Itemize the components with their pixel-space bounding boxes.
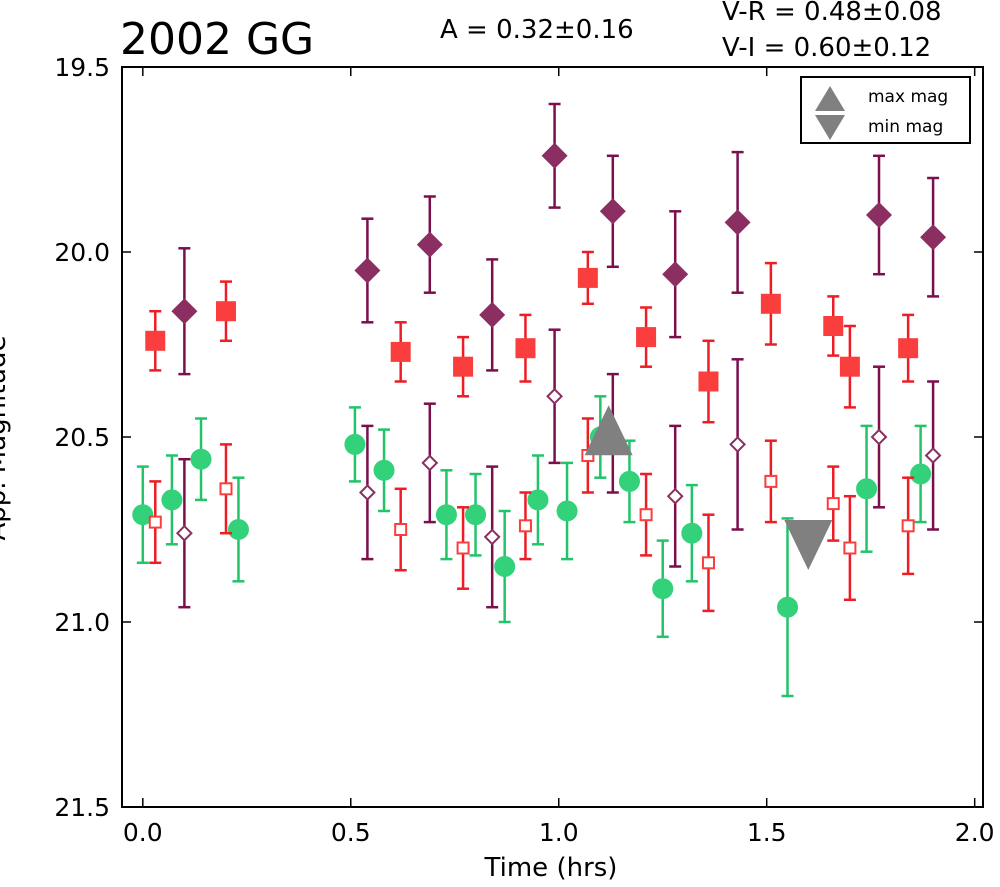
y-axis-label: App. Magnitude — [0, 335, 12, 541]
data-point-open-square — [826, 497, 840, 511]
triangle-up-icon — [815, 86, 845, 111]
min-mag-marker — [784, 520, 833, 570]
data-point-diamond — [354, 257, 381, 284]
data-point-square — [145, 330, 166, 351]
data-point-square — [577, 267, 598, 288]
data-point-diamond — [541, 142, 568, 169]
data-point-diamond — [662, 261, 689, 288]
data-point-square — [636, 327, 657, 348]
data-point-open-diamond — [175, 524, 193, 542]
x-tick-label: 0.0 — [123, 818, 163, 847]
data-point-open-diamond — [358, 484, 376, 501]
data-point-circle — [344, 433, 366, 455]
data-point-circle — [132, 504, 154, 526]
plot-frame — [121, 66, 984, 808]
data-point-circle — [494, 556, 516, 577]
data-point-circle — [465, 504, 487, 526]
legend-item-min-mag: min mag — [802, 112, 969, 142]
y-tick-label: 20.5 — [54, 423, 110, 452]
x-tick-label: 0.5 — [331, 818, 371, 847]
y-tick-label: 21.5 — [54, 793, 110, 822]
data-point-diamond — [724, 209, 751, 236]
amplitude-annotation: A = 0.32±0.16 — [440, 15, 634, 45]
data-point-open-square — [394, 523, 408, 536]
data-point-square — [390, 341, 411, 362]
data-point-open-diamond — [924, 447, 942, 464]
data-point-square — [698, 371, 719, 392]
data-point-circle — [777, 596, 799, 618]
data-point-open-diamond — [870, 428, 888, 446]
max-mag-marker — [584, 405, 633, 456]
y-tick-label: 20.0 — [54, 238, 110, 267]
data-point-circle — [190, 448, 212, 470]
data-point-circle — [856, 478, 878, 500]
x-tick-label: 1.5 — [747, 818, 787, 847]
data-point-open-diamond — [546, 387, 563, 405]
data-point-open-square — [764, 474, 778, 488]
data-point-open-diamond — [483, 528, 501, 546]
data-point-square — [515, 338, 536, 359]
data-point-diamond — [171, 298, 198, 325]
y-tick-label: 21.0 — [54, 608, 110, 637]
data-point-open-square — [219, 482, 233, 496]
data-point-open-square — [901, 519, 915, 533]
data-point-open-square — [456, 541, 470, 555]
data-point-open-square — [843, 541, 857, 555]
data-point-diamond — [479, 301, 506, 328]
data-point-square — [823, 316, 844, 336]
data-point-open-square — [639, 508, 653, 522]
chart-title: 2002 GG — [120, 14, 315, 65]
data-point-circle — [556, 500, 578, 522]
x-tick-label: 2.0 — [955, 818, 995, 847]
data-point-diamond — [416, 231, 443, 258]
data-point-open-square — [701, 556, 715, 570]
legend-label-min-mag: min mag — [868, 117, 944, 137]
legend-label-max-mag: max mag — [868, 87, 949, 107]
data-point-circle — [227, 519, 249, 540]
data-point-square — [839, 356, 860, 377]
data-point-circle — [681, 522, 703, 544]
legend-item-max-mag: max mag — [802, 82, 969, 112]
y-tick-label: 19.5 — [54, 53, 110, 82]
data-point-circle — [652, 578, 674, 600]
data-point-circle — [161, 489, 183, 511]
data-point-diamond — [866, 202, 893, 228]
x-axis-label: Time (hrs) — [484, 853, 618, 883]
data-point-diamond — [599, 198, 626, 225]
data-point-open-diamond — [729, 435, 747, 453]
triangle-down-icon — [815, 115, 845, 140]
data-point-circle — [373, 459, 395, 481]
data-point-square — [760, 293, 781, 314]
data-point-open-diamond — [666, 487, 684, 505]
data-point-open-diamond — [421, 454, 439, 472]
data-point-open-square — [518, 519, 532, 533]
data-point-circle — [618, 470, 640, 492]
data-point-open-square — [148, 515, 162, 529]
x-tick-label: 1.0 — [539, 818, 579, 847]
data-point-circle — [435, 504, 457, 526]
legend: max mag min mag — [800, 76, 971, 144]
data-point-square — [898, 338, 919, 359]
data-point-square — [215, 301, 236, 322]
v-i-color-annotation: V-I = 0.60±0.12 — [722, 33, 932, 63]
v-r-color-annotation: V-R = 0.48±0.08 — [722, 0, 942, 27]
data-point-circle — [910, 463, 932, 485]
data-point-square — [453, 356, 474, 377]
data-point-circle — [527, 489, 549, 511]
data-point-diamond — [920, 224, 947, 251]
